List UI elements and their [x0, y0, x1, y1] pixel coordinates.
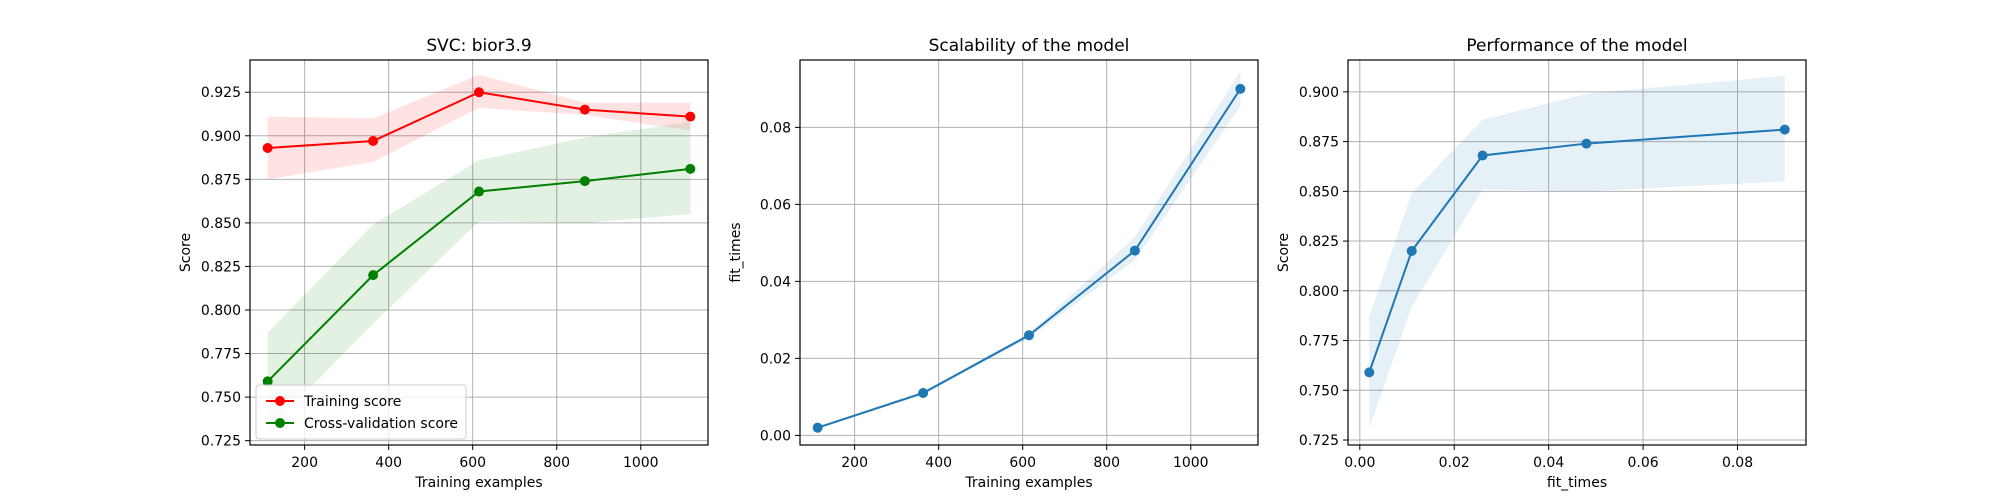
data-point [579, 104, 590, 115]
data-point [262, 142, 273, 153]
y-tick-label: 0.00 [760, 428, 791, 444]
y-tick-label: 0.750 [201, 390, 241, 406]
y-axis-label: Score [178, 233, 194, 272]
x-tick-label: 800 [1093, 455, 1120, 471]
y-tick-label: 0.900 [1299, 85, 1339, 101]
training-score-chart: 200 400 600 800 1000 0.725 0.750 0.775 0.800 0.82… [178, 36, 709, 491]
axes-frame [249, 59, 709, 446]
chart-title: SVC: bior3.9 [426, 36, 531, 56]
data-point [474, 186, 484, 197]
confidence-band [267, 74, 691, 180]
x-tick-label: 0.06 [1628, 455, 1659, 471]
scalability-chart: 200 400 600 800 1000 0.00 0.02 0.04 0.06 0.08 Scal… [728, 36, 1259, 491]
data-point [1477, 150, 1488, 161]
data-point [1779, 124, 1790, 135]
performance-chart: 0.00 0.02 0.04 0.06 0.08 0.725 0.750 0.775 0.800… [1276, 36, 1807, 491]
x-tick-label: 400 [925, 455, 952, 471]
data-point [579, 176, 590, 187]
axes-frame [799, 59, 1259, 446]
x-tick-label: 400 [375, 455, 402, 471]
y-tick-label: 0.04 [760, 274, 791, 290]
x-axis-label: fit_times [1547, 475, 1607, 491]
data-point [812, 422, 823, 433]
y-tick-label: 0.775 [1299, 334, 1339, 350]
y-axis-label: Score [1276, 233, 1292, 272]
series-line [817, 88, 1242, 429]
data-point [685, 163, 696, 174]
data-point [368, 270, 379, 281]
x-tick-label: 200 [291, 455, 318, 471]
x-tick-label: 0.08 [1722, 455, 1753, 471]
data-point [1581, 138, 1592, 149]
y-tick-label: 0.08 [760, 120, 791, 136]
data-point [1129, 245, 1140, 256]
x-tick-label: 0.02 [1439, 455, 1470, 471]
data-point [368, 136, 379, 147]
x-tick-label: 0.04 [1533, 455, 1564, 471]
y-tick-label: 0.750 [1299, 383, 1339, 399]
x-tick-label: 600 [1009, 455, 1036, 471]
axes-frame [1347, 59, 1807, 446]
y-tick-label: 0.875 [201, 172, 241, 188]
x-axis-label: Training examples [414, 475, 542, 491]
y-tick-label: 0.800 [201, 303, 241, 319]
legend-label: Cross-validation score [304, 416, 458, 432]
confidence-band [267, 121, 691, 431]
chart-title: Scalability of the model [929, 36, 1130, 56]
confidence-band [817, 71, 1241, 429]
y-tick-label: 0.925 [201, 85, 241, 101]
x-axis-label: Training examples [964, 475, 1092, 491]
y-tick-label: 0.900 [201, 129, 241, 145]
y-tick-label: 0.06 [760, 197, 791, 213]
x-tick-label: 1000 [1173, 455, 1209, 471]
data-point [685, 111, 696, 122]
y-tick-label: 0.775 [201, 347, 241, 363]
y-tick-label: 0.850 [1299, 184, 1339, 200]
x-tick-label: 600 [459, 455, 486, 471]
legend-marker [275, 418, 285, 428]
y-tick-label: 0.875 [1299, 135, 1339, 151]
data-point [1364, 367, 1375, 378]
y-tick-label: 0.725 [1299, 433, 1339, 449]
data-point [1024, 330, 1034, 341]
y-tick-label: 0.725 [201, 434, 241, 450]
legend-marker [275, 396, 285, 406]
y-tick-label: 0.825 [1299, 234, 1339, 250]
chart-title: Performance of the model [1466, 36, 1687, 56]
x-tick-label: 1000 [623, 455, 659, 471]
x-tick-label: 200 [841, 455, 868, 471]
legend: Training score Cross-validation score [255, 384, 467, 440]
data-point [1406, 246, 1417, 257]
y-tick-label: 0.825 [201, 259, 241, 275]
y-tick-label: 0.850 [201, 216, 241, 232]
data-point [1235, 83, 1246, 94]
x-tick-label: 800 [543, 455, 570, 471]
data-point [262, 376, 273, 387]
y-tick-label: 0.02 [760, 351, 791, 367]
y-tick-label: 0.800 [1299, 284, 1339, 300]
confidence-band [1369, 75, 1785, 429]
data-point [918, 388, 929, 399]
legend-box [255, 384, 467, 440]
y-axis-label: fit_times [728, 222, 744, 282]
data-point [474, 87, 484, 98]
x-tick-label: 0.00 [1344, 455, 1375, 471]
legend-label: Training score [303, 394, 401, 410]
